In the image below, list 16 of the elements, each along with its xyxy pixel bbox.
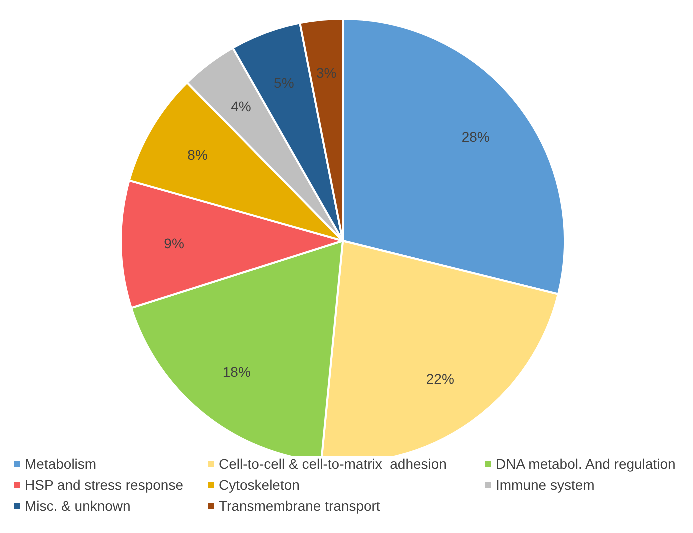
data-label: 22% bbox=[426, 370, 454, 387]
legend-label: HSP and stress response bbox=[25, 477, 184, 493]
legend-label: Immune system bbox=[496, 477, 595, 493]
data-label: 3% bbox=[316, 65, 337, 82]
legend-label: Cell-to-cell & cell-to-matrix adhesion bbox=[219, 456, 447, 472]
data-label: 18% bbox=[222, 364, 251, 380]
data-label: 28% bbox=[462, 129, 490, 146]
data-label: 9% bbox=[164, 236, 184, 252]
data-label: 5% bbox=[274, 74, 294, 91]
data-label: 8% bbox=[188, 147, 208, 164]
legend-label: Cytoskeleton bbox=[219, 477, 300, 493]
legend-label: DNA metabol. And regulation bbox=[496, 456, 676, 472]
data-label: 4% bbox=[231, 98, 252, 114]
legend-label: Transmembrane transport bbox=[219, 498, 380, 514]
legend-label: Misc. & unknown bbox=[25, 498, 131, 514]
legend-label: Metabolism bbox=[25, 456, 97, 472]
